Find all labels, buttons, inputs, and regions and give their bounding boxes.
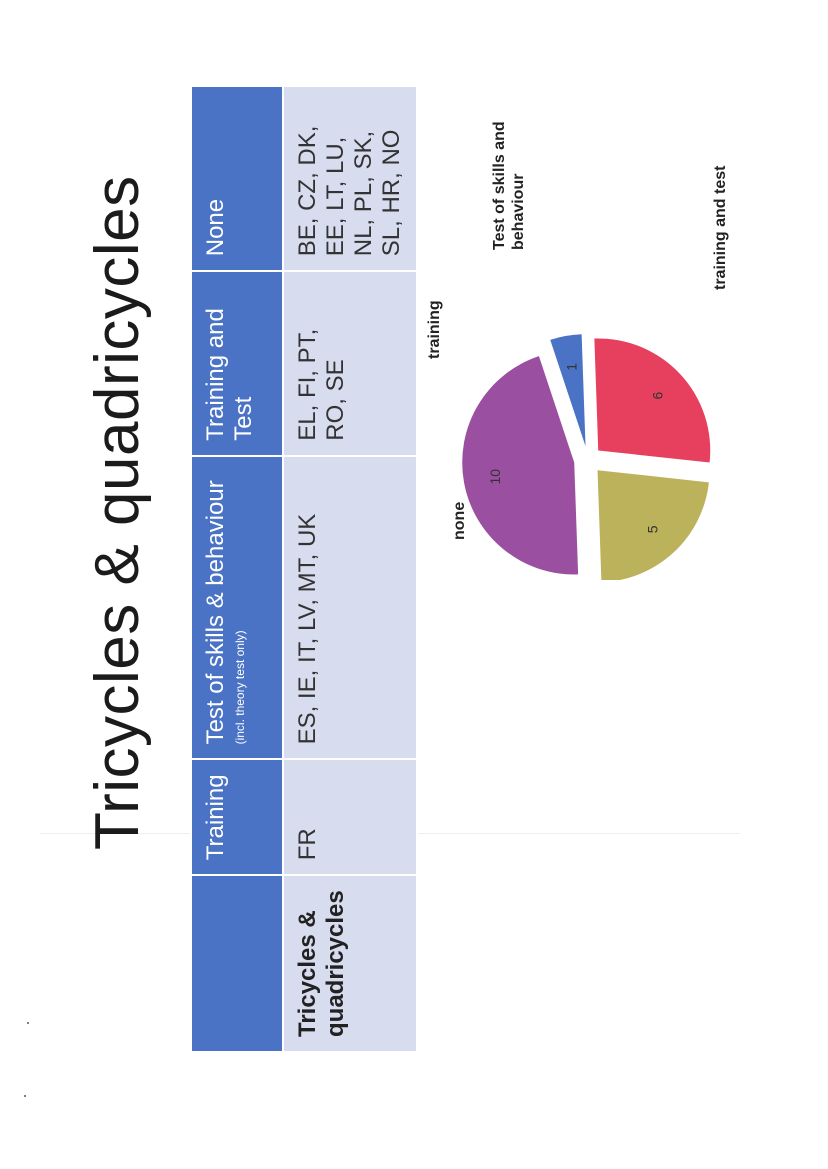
table-row: Tricycles & quadricycles FR ES, IE, IT, …	[283, 86, 417, 1052]
pie-label-test-of-skills: Test of skills and behaviour	[491, 121, 527, 250]
cell-test-of-skills: ES, IE, IT, LV, MT, UK	[283, 455, 417, 760]
pie-chart: 10 1 6 5	[462, 334, 711, 580]
rotated-slide: Tricycles & quadricycles Training Test o…	[78, 85, 738, 1085]
row-label: Tricycles & quadricycles	[283, 875, 417, 1052]
pie-value-label: 5	[644, 525, 660, 533]
header-cell-empty	[191, 875, 283, 1052]
header-cell-none: None	[191, 86, 283, 272]
classification-table: Training Test of skills & behaviour (inc…	[190, 85, 418, 1053]
pie-value-label: 1	[563, 363, 579, 371]
pie-label-training: training	[426, 300, 443, 359]
cell-training-and-test: EL, FI, PT, RO, SE	[283, 271, 417, 456]
header-cell-training-and-test: Training and Test	[191, 271, 283, 456]
table-header-row: Training Test of skills & behaviour (inc…	[191, 86, 283, 1052]
pie-label-training-and-test: training and test	[712, 165, 729, 290]
pie-slice-0	[462, 356, 579, 575]
pie-value-label: 6	[649, 391, 665, 399]
scan-speck	[24, 1095, 26, 1097]
pie-slice-2	[594, 338, 711, 463]
pie-slice-3	[597, 470, 709, 580]
cell-none: BE, CZ, DK, EE, LT, LU, NL, PL, SK, SL, …	[283, 86, 417, 272]
scan-speck	[27, 1022, 29, 1024]
header-subtext: (incl. theory test only)	[233, 630, 247, 745]
pie-label-none: none	[451, 501, 468, 540]
cell-training: FR	[283, 759, 417, 876]
pie-value-label: 10	[487, 469, 503, 485]
pie-slice-1	[550, 334, 586, 447]
header-cell-test-of-skills: Test of skills & behaviour (incl. theory…	[191, 455, 283, 760]
header-cell-training: Training	[191, 759, 283, 876]
slide-title: Tricycles & quadricycles	[83, 175, 152, 850]
